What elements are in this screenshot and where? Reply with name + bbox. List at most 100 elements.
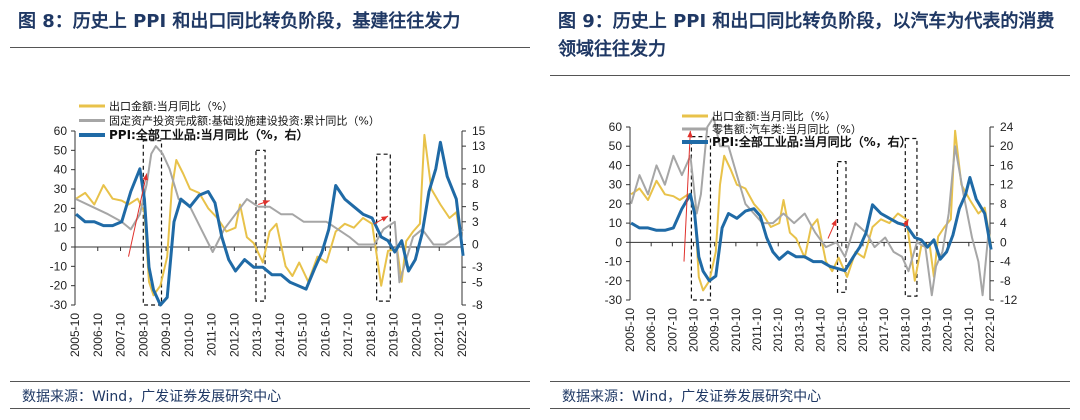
fig9-xtick-label: 2008-10 [687, 308, 701, 352]
fig9-xtick-label: 2006-10 [644, 308, 658, 352]
fig8-ytick-left-label: 30 [54, 182, 68, 196]
fig9-ytick-right-label: -12 [1000, 293, 1018, 307]
figure-8-footer-rule [10, 408, 530, 409]
fig9-highlight-box [904, 137, 918, 297]
fig8-arrow-head [262, 200, 270, 206]
figure-8-bottom-rule [10, 381, 530, 382]
fig9-xtick-label: 2009-10 [708, 308, 722, 352]
fig8-ytick-right-label: -3 [472, 260, 483, 274]
figure-9-bottom-rule [550, 381, 1070, 382]
fig9-xtick-label: 2014-10 [814, 308, 828, 352]
fig8-series-ppi-line [75, 140, 465, 307]
fig8-ytick-left-label: 60 [54, 124, 68, 138]
fig8-legend-label: 固定资产投资完成额:基础设施建设投资:累计同比（%） [109, 114, 380, 128]
fig8-ytick-left-label: -10 [50, 259, 68, 273]
fig8-ytick-right-label: 13 [472, 139, 486, 153]
fig9-ytick-right-label: 4 [1000, 216, 1007, 230]
fig9-arrow-head [902, 219, 909, 227]
figure-8-label: 图 8 [18, 11, 55, 32]
figure-8-title: 图 8：历史上 PPI 和出口同比转负阶段，基建往往发力 [18, 8, 523, 36]
figure-8-chart: -30-20-100102030405060-8-5-3035810131520… [50, 99, 486, 357]
fig9-legend-label: 出口金额:当月同比（%） [712, 109, 836, 123]
fig8-ytick-left-label: 50 [54, 143, 68, 157]
fig9-series-export-line [630, 129, 993, 292]
fig9-xtick-label: 2018-10 [898, 308, 912, 352]
fig9-ytick-right-label: -8 [1000, 274, 1011, 288]
fig8-ytick-right-label: 10 [472, 162, 486, 176]
figure-9-label: 图 9 [558, 11, 595, 32]
fig8-xtick-label: 2013-10 [250, 313, 264, 357]
fig9-ytick-left-label: -10 [605, 255, 623, 269]
figure-8-label-colon: ： [54, 11, 73, 32]
fig9-ytick-left-label: 40 [609, 158, 623, 172]
fig9-xtick-label: 2012-10 [771, 308, 785, 352]
fig9-arrow-head [831, 219, 837, 227]
fig9-ytick-right-label: 0 [1000, 235, 1007, 249]
fig9-highlight-box [690, 136, 712, 301]
fig8-ytick-left-label: 20 [54, 201, 68, 215]
fig9-xtick-label: 2021-10 [962, 308, 976, 352]
fig8-ytick-left-label: 10 [54, 221, 68, 235]
fig9-xtick-label: 2019-10 [919, 308, 933, 352]
fig9-highlight-box [836, 161, 847, 293]
fig8-ytick-right-label: 3 [472, 215, 479, 229]
fig9-ytick-left-label: 50 [609, 139, 623, 153]
fig9-arrow-head [687, 130, 693, 138]
figure-9-top-rule [550, 75, 1070, 76]
fig8-highlight-box [142, 140, 163, 306]
figure-9-source: 数据来源：Wind，广发证券发展研究中心 [562, 389, 822, 405]
fig9-legend-label: 零售额:汽车类:当月同比（%） [712, 122, 862, 136]
fig8-xtick-label: 2012-10 [227, 313, 241, 357]
fig8-xtick-label: 2006-10 [91, 313, 105, 357]
fig9-ytick-left-label: 60 [609, 120, 623, 134]
figure-8-title-text: 历史上 PPI 和出口同比转负阶段，基建往往发力 [72, 11, 461, 32]
fig8-ytick-right-label: -8 [472, 298, 483, 312]
figure-9-title: 图 9：历史上 PPI 和出口同比转负阶段，以汽车为代表的消费领域往往发力 [558, 8, 1063, 64]
fig9-ytick-left-label: 0 [615, 235, 622, 249]
fig8-series-secondary-line [75, 145, 464, 284]
fig8-ytick-left-label: 0 [60, 240, 67, 254]
fig8-ytick-right-label: 15 [472, 124, 486, 138]
fig9-ytick-left-label: 30 [609, 178, 623, 192]
fig9-xtick-label: 2017-10 [877, 308, 891, 352]
fig9-ytick-left-label: -20 [605, 274, 623, 288]
fig8-ytick-left-label: 40 [54, 163, 68, 177]
fig8-xtick-label: 2021-10 [432, 313, 446, 357]
fig8-ytick-right-label: -5 [472, 275, 483, 289]
figure-8-source: 数据来源：Wind，广发证券发展研究中心 [22, 389, 282, 405]
fig9-xtick-label: 2020-10 [941, 308, 955, 352]
figure-8-top-rule [10, 47, 530, 48]
fig8-ytick-right-label: 0 [472, 237, 479, 251]
fig8-xtick-label: 2014-10 [273, 313, 287, 357]
fig9-xtick-label: 2007-10 [665, 308, 679, 352]
figure-8-panel: 图 8：历史上 PPI 和出口同比转负阶段，基建往往发力 -30 -20 -10 0 1… [10, 0, 530, 420]
fig8-xtick-label: 2015-10 [296, 313, 310, 357]
figure-9-panel: 图 9：历史上 PPI 和出口同比转负阶段，以汽车为代表的消费领域往往发力 -3… [550, 0, 1070, 420]
fig8-ytick-right-label: 5 [472, 200, 479, 214]
fig9-ytick-right-label: 20 [1000, 139, 1014, 153]
fig8-ytick-left-label: -30 [50, 298, 68, 312]
figure-9-footer-rule [550, 408, 1070, 409]
figure-9-chart: -30 -20 -10 0 10 20 30 40 50 60 -12 -8 -4 0 4 8 12 16 20 24… [605, 109, 1018, 352]
fig9-xtick-label: 2013-10 [792, 308, 806, 352]
fig9-xtick-label: 2011-10 [750, 308, 764, 351]
fig9-ytick-right-label: 24 [1000, 120, 1014, 134]
fig8-xtick-label: 2005-10 [68, 313, 82, 357]
fig8-xtick-label: 2009-10 [159, 313, 173, 357]
fig9-xtick-label: 2015-10 [835, 308, 849, 352]
fig9-series-ppi-line [630, 176, 993, 283]
fig8-xtick-label: 2010-10 [182, 313, 196, 357]
fig8-xtick-label: 2020-10 [409, 313, 423, 357]
fig8-xtick-label: 2022-10 [455, 313, 469, 357]
fig9-ytick-left-label: -30 [605, 293, 623, 307]
fig8-xtick-label: 2017-10 [341, 313, 355, 357]
figure-9-title-text: 历史上 PPI 和出口同比转负阶段，以汽车为代表的消费领域往往发力 [558, 11, 1055, 60]
fig9-ytick-right-label: 16 [1000, 158, 1014, 172]
fig9-ytick-right-label: 12 [1000, 178, 1014, 192]
fig9-xtick-label: 2005-10 [623, 308, 637, 352]
fig9-ytick-left-label: 20 [609, 197, 623, 211]
fig8-xtick-label: 2008-10 [136, 313, 150, 357]
figure-9-label-colon: ： [594, 11, 613, 32]
fig8-highlight-box [255, 149, 266, 302]
fig8-ytick-left-label: -20 [50, 279, 68, 293]
